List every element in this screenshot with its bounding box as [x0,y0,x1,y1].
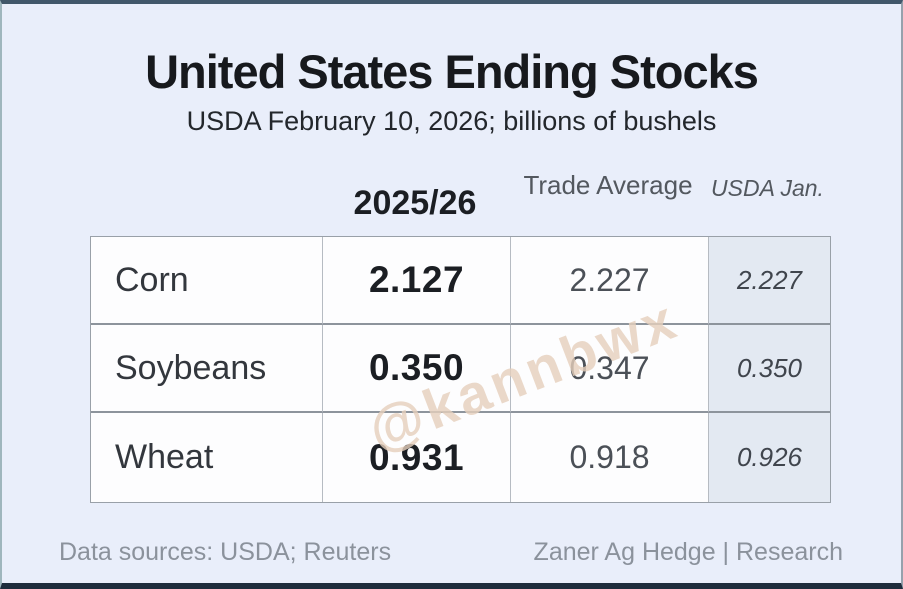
value-current: 0.350 [323,325,511,413]
chart-subtitle: USDA February 10, 2026; billions of bush… [186,106,717,136]
value-trade-average: 0.347 [511,325,709,413]
value-usda-jan: 0.350 [709,325,830,413]
column-header-usda-jan: USDA Jan. [711,175,824,201]
value-trade-average: 0.918 [511,413,709,502]
branding-text: Zaner Ag Hedge | Research [533,538,843,566]
data-sources-text: Data sources: USDA; Reuters [59,538,392,566]
value-current: 0.931 [323,413,511,502]
value-usda-jan: 2.227 [709,237,830,325]
chart-title: United States Ending Stocks [145,45,759,98]
value-trade-average: 2.227 [511,237,709,325]
column-header-trade-average: Trade Average [523,170,693,200]
commodity-label: Wheat [91,413,323,502]
column-header-2025-26: 2025/26 [353,184,477,222]
stocks-table: Corn 2.127 2.227 2.227 Soybeans 0.350 0.… [90,236,831,503]
commodity-label: Soybeans [91,325,323,413]
commodity-label: Corn [91,237,323,325]
value-current: 2.127 [323,237,511,325]
value-usda-jan: 0.926 [709,413,830,502]
